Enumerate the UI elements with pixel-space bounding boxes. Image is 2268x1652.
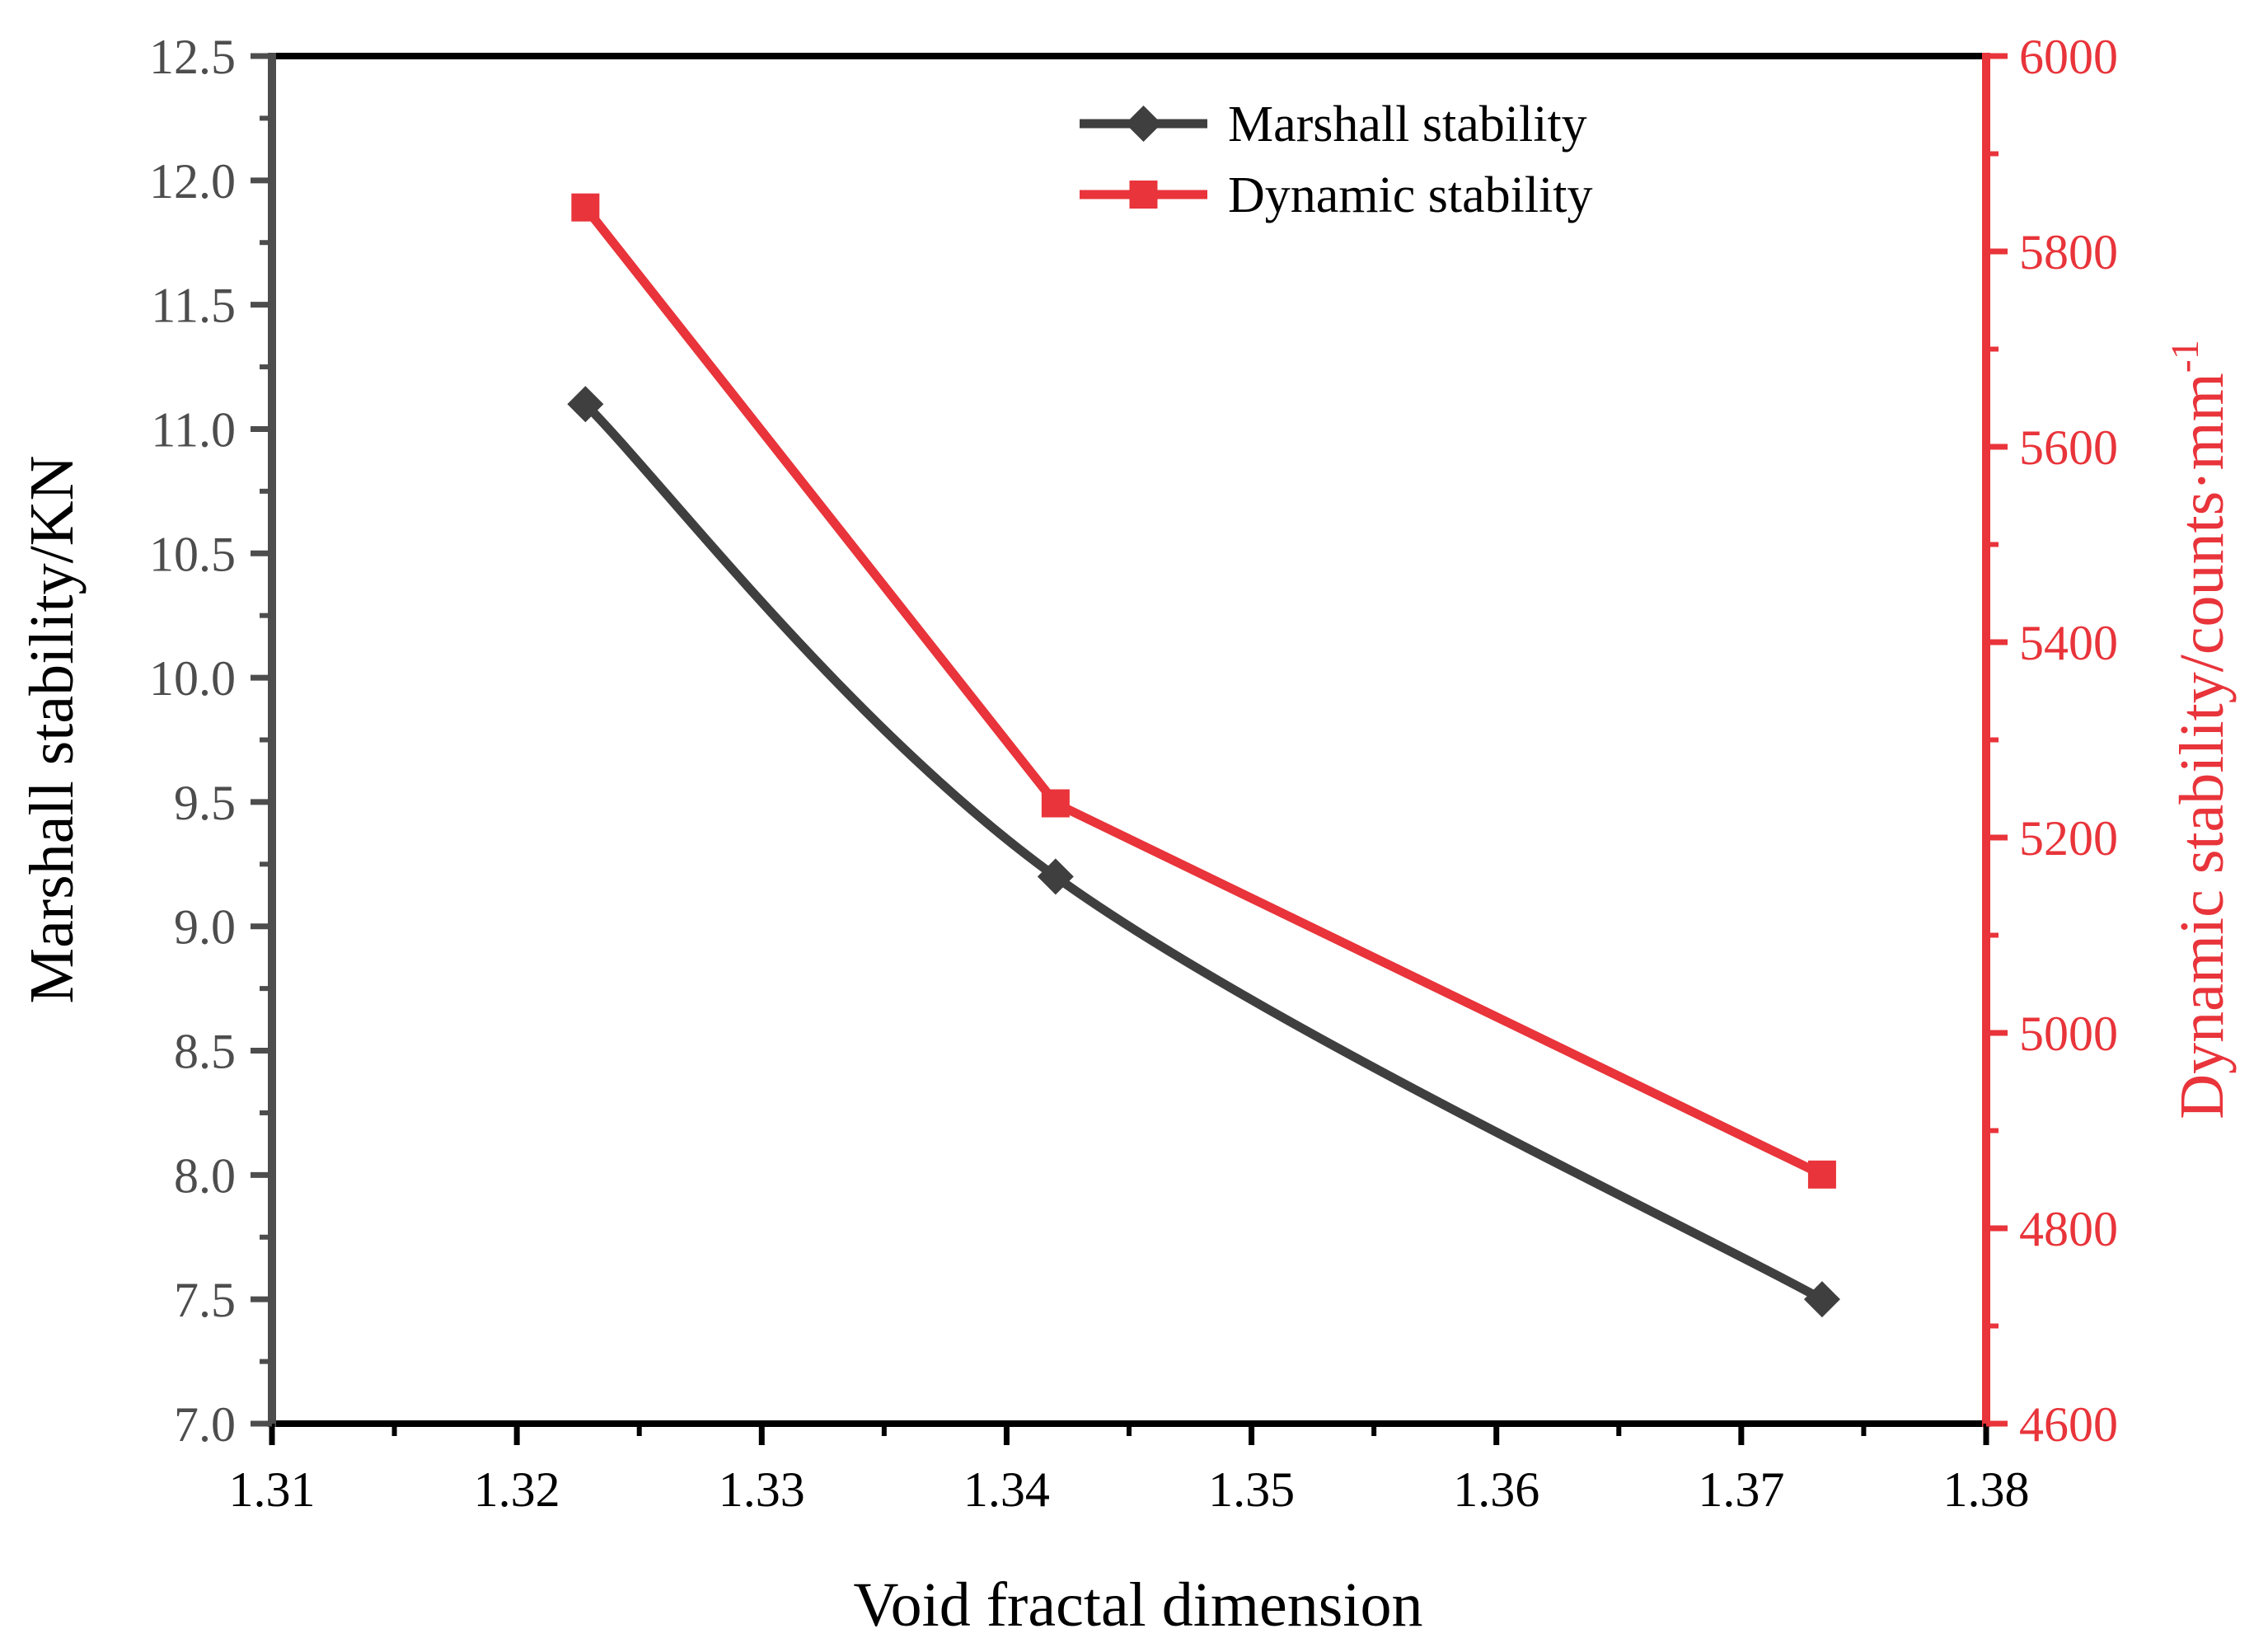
y-left-tick-label: 11.0	[151, 402, 236, 457]
legend-marker-marshall-stability	[1125, 106, 1162, 142]
y-left-axis-title: Marshall stability/KN	[17, 456, 87, 1004]
axes-layer: 1.31 1.32 1.33 1.34 1.35 1.36 1.37 1.38 7.0 7.5 8.…	[149, 30, 2118, 1517]
y-right-axis-title-sup: -1	[2163, 340, 2207, 373]
y-right-tick-label: 5400	[2019, 616, 2118, 670]
y-left-tick-label: 10.5	[149, 527, 236, 581]
marshall-stability-line	[580, 399, 1827, 1304]
marshall-stability-point	[567, 386, 604, 423]
y-left-tick-label: 8.0	[174, 1148, 236, 1203]
y-left-tick-label: 9.0	[174, 900, 236, 955]
y-right-tick-label: 5200	[2019, 811, 2118, 866]
legend-label-dynamic-stability: Dynamic stability	[1228, 167, 1593, 223]
y-left-tick-label: 8.5	[174, 1025, 236, 1079]
y-left-tick-label: 7.0	[174, 1397, 236, 1452]
y-right-tick-label: 6000	[2019, 30, 2118, 84]
y-right-tick-label: 4600	[2019, 1397, 2118, 1452]
legend-label-marshall-stability: Marshall stability	[1228, 96, 1587, 153]
y-left-tick-label: 12.0	[149, 154, 236, 209]
y-right-tick-label: 5800	[2019, 225, 2118, 279]
x-tick-label: 1.38	[1943, 1462, 2030, 1517]
x-tick-label: 1.32	[474, 1462, 560, 1517]
x-tick-label: 1.31	[229, 1462, 316, 1517]
x-tick-label: 1.35	[1208, 1462, 1295, 1517]
dynamic-stability-point	[571, 193, 600, 222]
dynamic-stability-point	[1041, 789, 1070, 818]
y-right-axis-title: Dynamic stability/counts·mm-1	[2163, 340, 2237, 1119]
y-left-tick-label: 12.5	[149, 30, 236, 84]
y-left-tick-label: 11.5	[151, 279, 236, 333]
marshall-stability-point	[1803, 1281, 1840, 1318]
x-tick-label: 1.33	[719, 1462, 805, 1517]
y-left-tick-label: 10.0	[149, 651, 236, 706]
legend: Marshall stability Dynamic stability	[1080, 96, 1593, 223]
x-tick-label: 1.37	[1698, 1462, 1784, 1517]
y-right-tick-label: 5600	[2019, 420, 2118, 475]
y-left-tick-label: 9.5	[174, 776, 236, 830]
x-tick-label: 1.36	[1453, 1462, 1539, 1517]
dynamic-stability-line	[580, 203, 1827, 1180]
x-tick-label: 1.34	[963, 1462, 1050, 1517]
y-left-tick-label: 7.5	[174, 1273, 236, 1327]
legend-marker-dynamic-stability	[1129, 181, 1158, 209]
y-right-tick-label: 4800	[2019, 1202, 2118, 1256]
y-right-tick-label: 5000	[2019, 1007, 2118, 1061]
y-right-axis-title-main: Dynamic stability/counts·mm	[2167, 373, 2237, 1119]
x-axis-title: Void fractal dimension	[854, 1570, 1423, 1640]
dynamic-stability-point	[1807, 1160, 1836, 1189]
marshall-stability-point	[1037, 858, 1074, 895]
series-layer	[567, 193, 1840, 1318]
